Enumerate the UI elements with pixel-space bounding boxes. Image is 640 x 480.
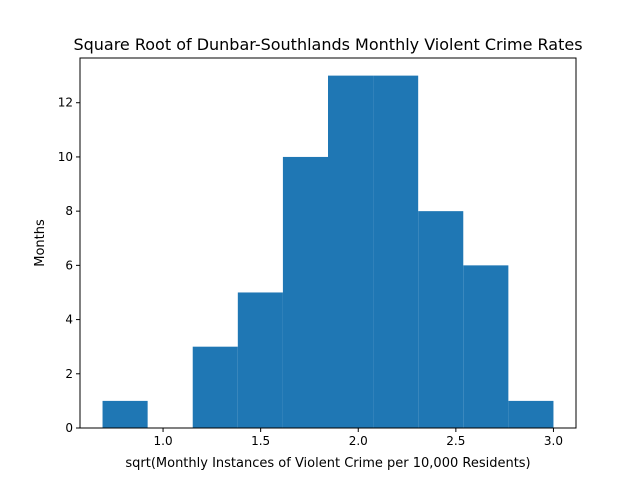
- y-axis: 0 2 4 6 8 10 12: [58, 96, 80, 435]
- bars-group: [102, 75, 554, 428]
- y-tick-label: 10: [58, 150, 73, 164]
- histogram-bar: [237, 292, 283, 428]
- y-tick-label: 12: [58, 96, 73, 110]
- histogram-bar: [373, 75, 419, 428]
- x-tick-label: 1.0: [154, 434, 173, 448]
- x-tick-label: 2.0: [349, 434, 368, 448]
- y-axis-label: Months: [33, 219, 48, 267]
- x-axis-label: sqrt(Monthly Instances of Violent Crime …: [125, 456, 530, 471]
- histogram-bar: [508, 400, 554, 428]
- x-axis: 1.0 1.5 2.0 2.5 3.0: [154, 428, 563, 448]
- histogram-bar: [282, 156, 328, 428]
- y-tick-label: 2: [65, 367, 73, 381]
- chart-title: Square Root of Dunbar-Southlands Monthly…: [73, 35, 582, 54]
- y-tick-label: 8: [65, 204, 73, 218]
- y-tick-label: 4: [65, 313, 73, 327]
- histogram-bar: [418, 211, 464, 428]
- x-tick-label: 1.5: [251, 434, 270, 448]
- histogram-bar: [192, 346, 238, 428]
- x-tick-label: 3.0: [544, 434, 563, 448]
- histogram-bar: [463, 265, 509, 428]
- plot-frame: [79, 57, 577, 429]
- y-tick-label: 0: [65, 421, 73, 435]
- histogram-bar: [102, 400, 148, 428]
- y-tick-label: 6: [65, 258, 73, 272]
- histogram-bar: [328, 75, 374, 428]
- x-tick-label: 2.5: [446, 434, 465, 448]
